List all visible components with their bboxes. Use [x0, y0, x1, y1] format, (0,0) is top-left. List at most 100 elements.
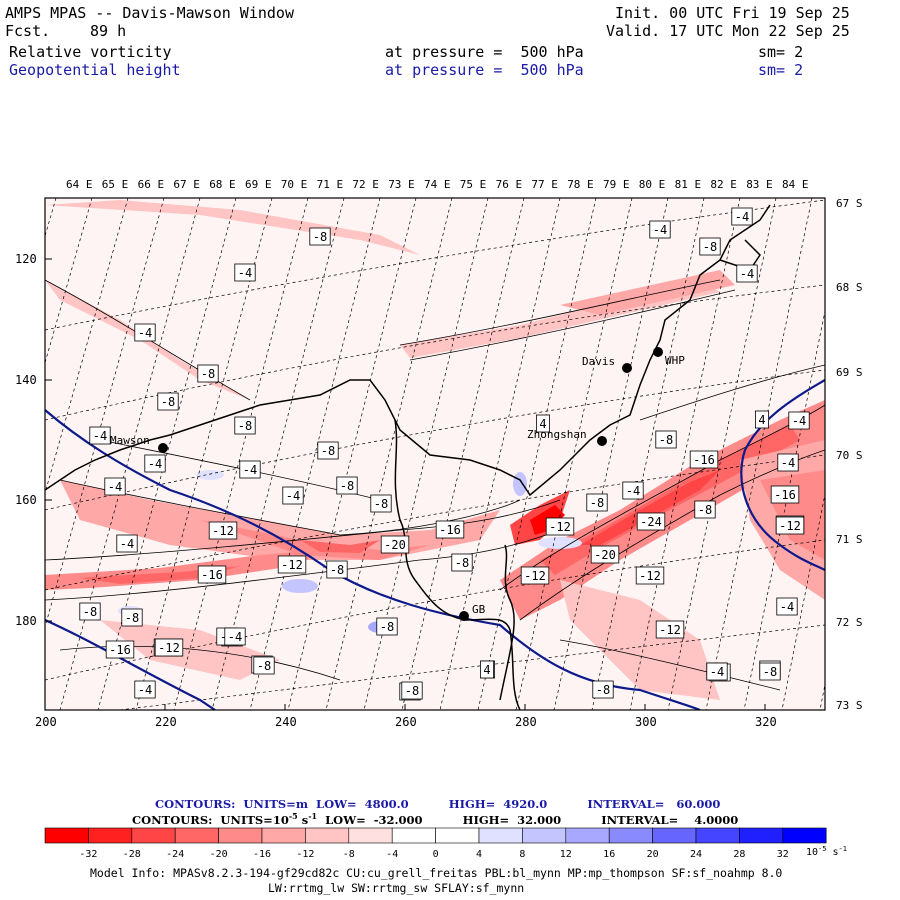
svg-text:-8: -8 [340, 479, 354, 493]
contour-label: -16 [770, 485, 800, 504]
contour-label: -12 [520, 566, 550, 585]
contour-label: -8 [694, 500, 716, 519]
svg-text:-4: -4 [228, 630, 242, 644]
svg-text:-4: -4 [138, 683, 152, 697]
contour-label: -8 [197, 364, 219, 383]
contour-label: -4 [89, 426, 111, 445]
svg-text:-8: -8 [590, 496, 604, 510]
svg-text:-16: -16 [774, 488, 796, 502]
vorticity-contour-legend: CONTOURS: UNITS=10-5 s-1 LOW= -32.000 HI… [132, 811, 739, 827]
svg-text:-4: -4 [120, 537, 134, 551]
svg-text:-4: -4 [148, 457, 162, 471]
colorbar-swatch [522, 827, 567, 844]
station-marker-zhongshan [597, 436, 607, 446]
svg-text:-4: -4 [792, 414, 806, 428]
stations: Mawson Davis WHP Zhongshan GB [110, 347, 685, 621]
station-label-zhongshan: Zhongshan [527, 428, 587, 441]
svg-text:4: 4 [758, 413, 765, 427]
longitude-label: 66 E [138, 178, 165, 191]
svg-text:-12: -12 [281, 558, 303, 572]
colorbar-label: -8 [343, 849, 355, 860]
svg-text:-20: -20 [384, 538, 406, 552]
contour-label: -20 [590, 545, 620, 564]
colorbar-swatch [565, 827, 610, 844]
station-label-mawson: Mawson [110, 434, 150, 447]
colorbar-swatch [739, 827, 784, 844]
longitude-label: 65 E [102, 178, 129, 191]
svg-text:-4: -4 [286, 489, 300, 503]
longitude-label: 73 E [388, 178, 415, 191]
field2-smoothing: sm= 2 [758, 61, 804, 79]
contour-label: -8 [317, 441, 339, 460]
colorbar-swatch [391, 827, 436, 844]
colorbar-label: 16 [603, 849, 615, 860]
contour-label: -8 [234, 416, 256, 435]
init-time: Init. 00 UTC Fri 19 Sep 25 [615, 4, 850, 22]
latitude-label: 70 S [836, 449, 863, 462]
colorbar-swatch [782, 827, 827, 844]
longitude-label: 78 E [567, 178, 594, 191]
colorbar-label: 4 [476, 849, 482, 860]
forecast-label: Fcst. [5, 22, 51, 40]
contour-label: -4 [706, 662, 728, 681]
svg-text:4: 4 [483, 663, 490, 677]
map-frame [44, 197, 826, 711]
colorbar-label: 8 [519, 849, 525, 860]
colorbar-label: -24 [166, 849, 184, 860]
contour-label: -4 [649, 220, 671, 239]
longitude-label: 79 E [603, 178, 630, 191]
svg-text:-8: -8 [596, 683, 610, 697]
contour-label: -8 [253, 656, 275, 675]
station-label-whp: WHP [665, 354, 685, 367]
colorbar-swatch [44, 827, 89, 844]
contour-label: -4 [116, 534, 138, 553]
longitude-label: 82 E [710, 178, 737, 191]
contour-label: 4 [479, 660, 494, 679]
contour-label: -16 [689, 450, 719, 469]
contour-label: 4 [536, 414, 551, 433]
station-label-gb: GB [472, 603, 486, 616]
longitude-label: 81 E [675, 178, 702, 191]
contour-label: -4 [282, 486, 304, 505]
colorbar-swatch [435, 827, 480, 844]
latitude-labels: 67 S 68 S 69 S 70 S 71 S 72 S 73 S [836, 197, 863, 712]
contour-label: -4 [777, 453, 799, 472]
latitude-label: 67 S [836, 197, 863, 210]
station-marker-davis [622, 363, 632, 373]
svg-text:-12: -12 [779, 519, 801, 533]
svg-text:-4: -4 [710, 665, 724, 679]
svg-text:-8: -8 [405, 684, 419, 698]
contour-label: -8 [309, 227, 331, 246]
colorbar-label: -16 [253, 849, 271, 860]
colorbar-label: -28 [123, 849, 141, 860]
svg-text:-12: -12 [659, 623, 681, 637]
contour-label: -4 [234, 263, 256, 282]
station-marker-whp [653, 347, 663, 357]
contour-label: -8 [699, 237, 721, 256]
colorbar-label: -32 [79, 849, 97, 860]
svg-text:-8: -8 [330, 563, 344, 577]
svg-text:-4: -4 [735, 210, 749, 224]
x-tick-label: 200 [35, 715, 57, 729]
svg-text:-4: -4 [781, 456, 795, 470]
field1-smoothing: sm= 2 [758, 43, 804, 61]
contour-label: -4 [736, 264, 758, 283]
x-axis-ticks: 200 220 240 260 280 300 320 [35, 704, 777, 729]
longitude-label: 76 E [496, 178, 522, 191]
x-tick-label: 220 [155, 715, 177, 729]
svg-text:-8: -8 [659, 433, 673, 447]
svg-text:-4: -4 [108, 480, 122, 494]
field2-pressure: at pressure = 500 hPa [385, 61, 584, 79]
contour-label: -8 [336, 476, 358, 495]
longitude-label: 64 E [66, 178, 93, 191]
svg-text:-8: -8 [125, 611, 139, 625]
colorbar-label: -12 [296, 849, 314, 860]
svg-text:-12: -12 [639, 569, 661, 583]
valid-time: Valid. 17 UTC Mon 22 Sep 25 [606, 22, 850, 40]
svg-text:-8: -8 [313, 230, 327, 244]
contour-label: -8 [655, 430, 677, 449]
contour-label: -8 [592, 680, 614, 699]
colorbar-swatch [88, 827, 133, 844]
colorbar-swatch [478, 827, 523, 844]
svg-text:-20: -20 [594, 548, 616, 562]
